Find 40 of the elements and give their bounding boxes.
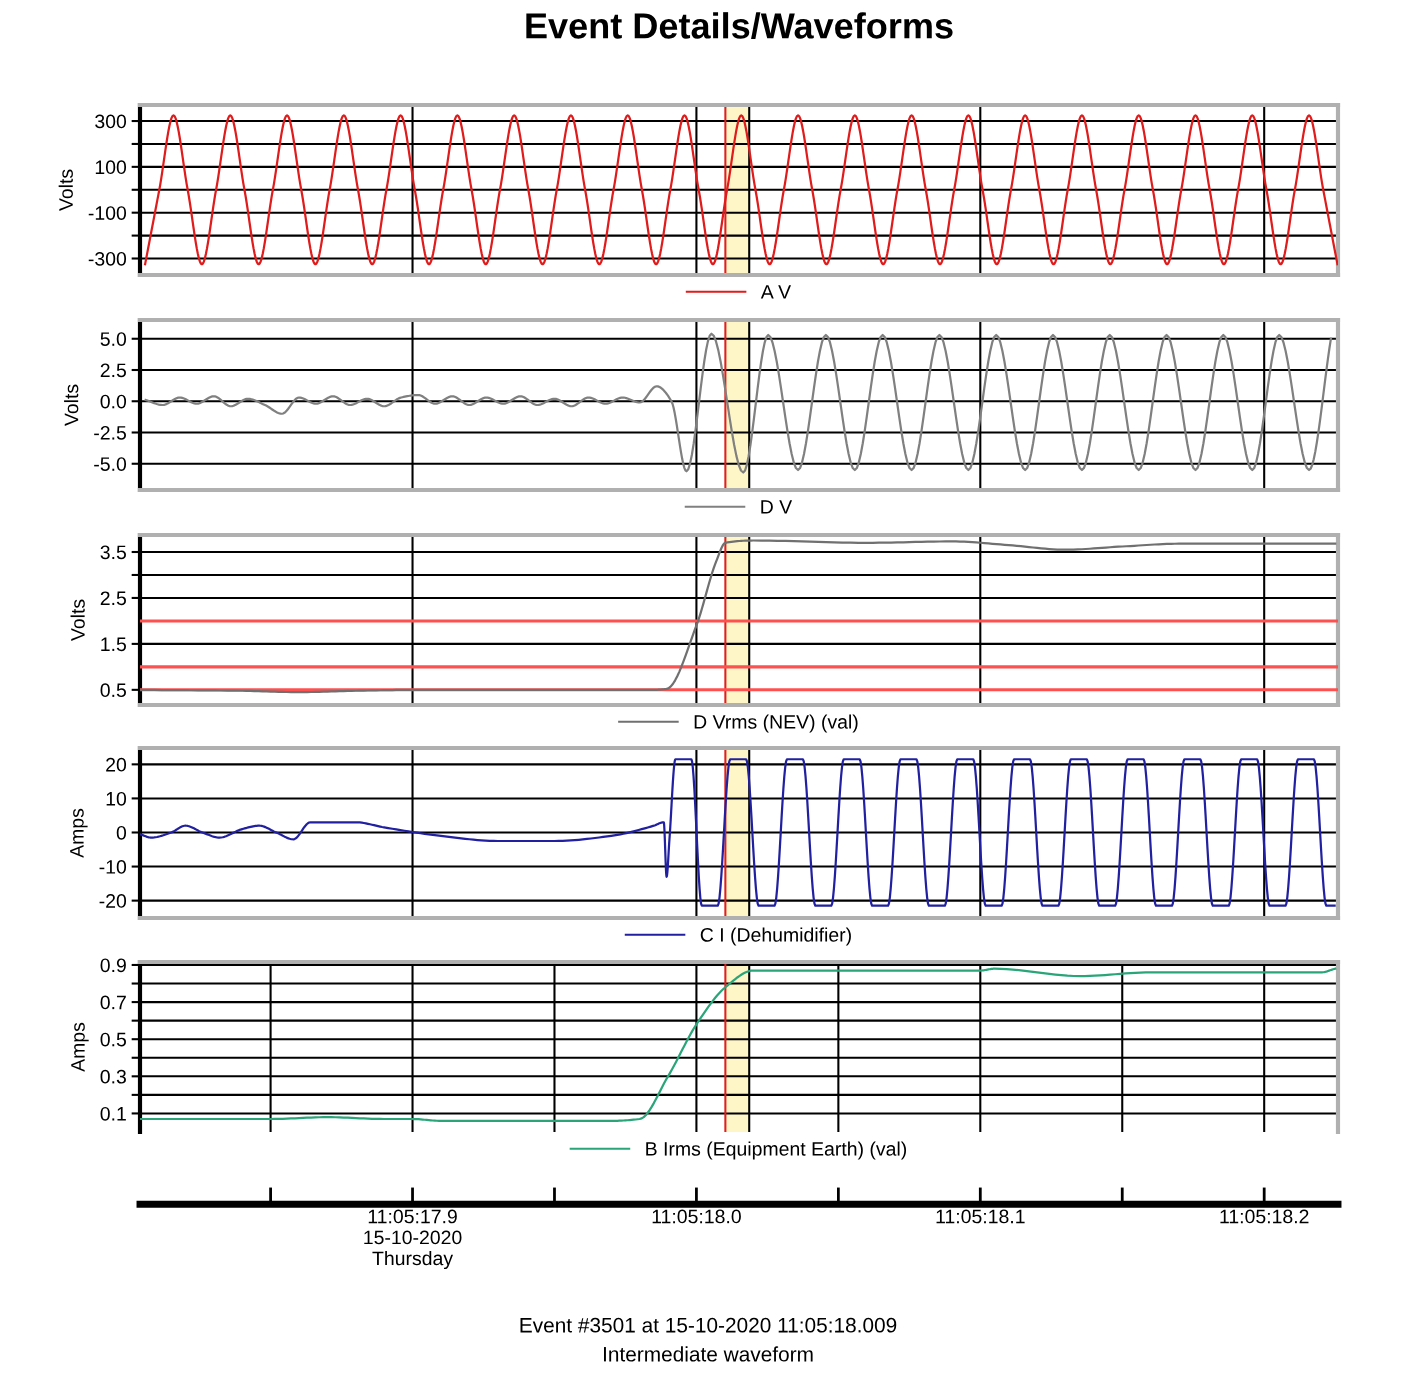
x-tick-label: 11:05:17.9 15-10-2020 Thursday [364,1209,462,1270]
y-tick-label: 10 [106,791,127,806]
y-tick-label: 100 [95,160,127,175]
y-axis-title: Volts [70,599,85,641]
y-tick-label: 300 [95,114,127,129]
y-tick-label: -10 [99,860,127,874]
legend-label: D Vrms (NEV) (val) [694,714,858,733]
text: Event #3501 at 15-10-2020 11:05:18.009 [520,1317,897,1333]
chart-title: Event Details/Waveforms [526,12,953,40]
legend-label: D V [761,500,793,514]
y-tick-label: 0 [116,825,127,840]
y-tick-label: 20 [106,757,127,772]
y-tick-label: -5.0 [94,457,127,471]
y-tick-label: -20 [99,894,127,908]
text: Intermediate waveform [603,1346,813,1362]
y-tick-label: 2.5 [100,363,126,378]
y-axis-title: Volts [64,384,79,426]
y-tick-label: 3.5 [100,545,126,560]
y-tick-label: 0.5 [100,683,126,698]
x-tick-label: 11:05:18.0 [652,1209,741,1224]
y-axis-title: Amps [70,808,88,858]
y-tick-label: 5.0 [100,332,127,346]
y-tick-label: 0.1 [100,1106,126,1121]
y-tick-label: -2.5 [94,425,126,440]
y-tick-label: 2.5 [100,591,126,606]
y-tick-label: -300 [88,251,127,266]
legend-label: A V [760,285,791,299]
y-axis-title: Amps [71,1022,89,1072]
y-tick-label: 1.5 [101,637,126,652]
y-tick-label: 0.9 [100,958,126,973]
y-tick-label: -100 [88,206,127,220]
x-tick-label: 11:05:18.2 [1220,1209,1309,1224]
y-axis-title: Volts [58,169,73,211]
legend-label: C I (Dehumidifier) [700,927,851,946]
y-tick-label: 0.0 [100,394,127,409]
x-tick-label: 11:05:18.1 [936,1209,1025,1224]
y-tick-label: 0.3 [100,1069,126,1084]
y-tick-label: 0.5 [100,1032,126,1047]
y-tick-label: 0.7 [100,995,126,1010]
legend-label: B Irms (Equipment Earth) (val) [646,1141,907,1160]
